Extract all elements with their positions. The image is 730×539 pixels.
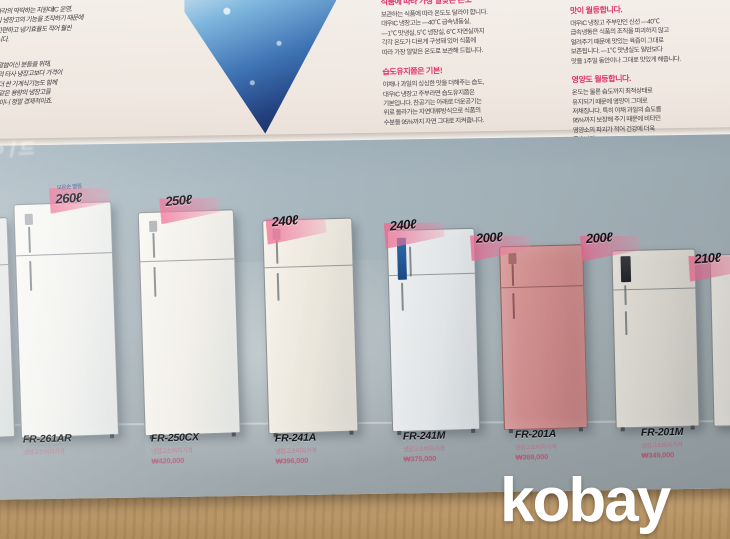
text-column-center: 식품에 따라 가장 알맞은 온도 보관하는 식품에 따라 온도도 달라야 합니다… bbox=[380, 0, 563, 128]
refrigerator-lineup-photo: 모은손 열림 260ℓ 250ℓ 240ℓ 240ℓ 200ℓ bbox=[0, 134, 730, 500]
foot-left bbox=[620, 427, 625, 432]
freezer-handle bbox=[152, 232, 156, 258]
control-panel bbox=[149, 220, 158, 232]
model-name-5: FR-201M bbox=[640, 425, 684, 439]
caption-fr-241a: FR-241A 냉장고소비자가격 ₩396,000 bbox=[275, 432, 317, 466]
foot-right bbox=[349, 430, 354, 435]
model-name-1: FR-250CX bbox=[150, 431, 200, 445]
right-heading-sub: 맛이 월등합니다. bbox=[569, 5, 623, 16]
capacity-value-4: 200ℓ bbox=[475, 229, 503, 246]
foot-right bbox=[690, 425, 695, 430]
freezer-handle bbox=[511, 263, 515, 287]
foot-left bbox=[397, 430, 402, 435]
fridge-partial-left-body bbox=[0, 217, 16, 440]
fridge-partial-left bbox=[0, 217, 16, 440]
fridge-handle bbox=[624, 311, 628, 336]
capacity-value-3: 240ℓ bbox=[389, 216, 417, 234]
fridge-fr-241a-body bbox=[262, 217, 359, 438]
model-spec-5: 냉장고소비자가격 bbox=[641, 442, 683, 450]
foot-right bbox=[109, 434, 115, 439]
capacity-tag-0: 모은손 열림 260ℓ bbox=[52, 182, 83, 207]
model-price-5: ₩349,000 bbox=[641, 450, 675, 460]
fridge-handle bbox=[276, 272, 280, 301]
model-spec-1: 냉장고소비자가격 bbox=[151, 448, 193, 456]
freezer-divider bbox=[264, 264, 353, 269]
capacity-tag-4: 200ℓ bbox=[473, 229, 502, 246]
capacity-value-6: 210ℓ bbox=[693, 249, 722, 267]
model-price-3: ₩375,000 bbox=[403, 453, 437, 464]
capacity-tag-3: 240ℓ bbox=[387, 216, 417, 233]
model-spec-4: 냉장고소비자가격 bbox=[515, 444, 557, 452]
caption-fr-201m: FR-201M 냉장고소비자가격 ₩349,000 bbox=[641, 426, 684, 460]
freezer-handle bbox=[409, 246, 412, 277]
model-name-0: FR-261AR bbox=[22, 432, 72, 446]
model-spec-2: 냉장고소비자가격 bbox=[275, 448, 317, 456]
capacity-value-0: 260ℓ bbox=[54, 189, 83, 207]
fridge-fr-241m-body bbox=[386, 227, 481, 435]
brochure-page: 사각의 딱딱하는 지원대IC 운영, 식 냉장고의 기능을 조작하기 때문에 간… bbox=[0, 0, 730, 500]
fridge-fr-201a-body bbox=[499, 244, 588, 434]
capacity-value-5: 200ℓ bbox=[585, 229, 613, 247]
fridge-fr-261ar bbox=[13, 201, 120, 442]
foot-right bbox=[231, 432, 236, 437]
fridge-fr-201m-body bbox=[611, 248, 700, 432]
foot-left bbox=[508, 429, 513, 434]
fridge-fr-250cx-body bbox=[137, 209, 241, 440]
model-name-3: FR-241M bbox=[402, 429, 446, 443]
kobay-watermark: kobay bbox=[500, 466, 671, 535]
fridge-fr-241m bbox=[386, 227, 481, 435]
freezer-divider bbox=[140, 258, 235, 263]
fridge-fr-201m bbox=[611, 248, 700, 432]
model-price-4: ₩369,000 bbox=[515, 452, 549, 462]
text-column-right: 보관료 2배 맛이 월등합니다. 대우IC 냉장고 주부만인 신선 ―40℃ 급… bbox=[569, 0, 730, 145]
model-name-2: FR-241A bbox=[274, 431, 317, 445]
fridge-fr-250cx bbox=[137, 209, 241, 440]
caption-fr-250cx: FR-250CX 냉장고소비자가격 ₩420,000 bbox=[151, 431, 200, 465]
model-spec-0: 냉장고소비자가격 bbox=[23, 449, 65, 457]
capacity-value-2: 240ℓ bbox=[271, 212, 299, 230]
fridge-partial-right bbox=[709, 253, 730, 427]
model-price-1: ₩420,000 bbox=[151, 455, 185, 466]
page-edge-label: ㅇㅣ드 bbox=[0, 139, 33, 161]
capacity-tag-6: 210ℓ bbox=[692, 250, 721, 267]
foot-right bbox=[578, 427, 583, 432]
freezer-handle bbox=[275, 239, 279, 264]
capacity-tag-5: 200ℓ bbox=[583, 229, 612, 246]
fridge-fr-261ar-body bbox=[13, 201, 120, 442]
foot-right bbox=[471, 428, 476, 433]
fridge-fr-241a bbox=[262, 217, 359, 438]
freezer-divider bbox=[0, 264, 9, 268]
control-panel-dark bbox=[620, 256, 632, 283]
text-column-left: 사각의 딱딱하는 지원대IC 운영, 식 냉장고의 기능을 조작하기 때문에 간… bbox=[0, 1, 179, 108]
model-spec-3: 냉장고소비자가격 bbox=[403, 446, 445, 454]
control-panel bbox=[24, 213, 34, 226]
caption-fr-201a: FR-201A 냉장고소비자가격 ₩369,000 bbox=[515, 428, 557, 462]
caption-fr-241m: FR-241M 냉장고소비자가격 ₩375,000 bbox=[403, 430, 446, 464]
fridge-fr-201a bbox=[499, 244, 588, 434]
freezer-handle bbox=[28, 226, 31, 253]
capacity-value-1: 250ℓ bbox=[164, 191, 193, 209]
model-name-4: FR-201A bbox=[514, 427, 557, 441]
caption-fr-261ar: FR-261AR 냉장고소비자가격 bbox=[23, 432, 72, 457]
capacity-tag-2: 240ℓ bbox=[269, 212, 299, 229]
fridge-handle bbox=[153, 266, 157, 297]
capacity-tag-1: 250ℓ bbox=[163, 192, 193, 209]
control-panel bbox=[508, 252, 517, 265]
fridge-handle bbox=[29, 260, 33, 291]
fridge-handle bbox=[401, 282, 404, 311]
fridge-partial-right-body bbox=[709, 253, 730, 427]
fridge-handle bbox=[512, 292, 516, 320]
model-price-2: ₩396,000 bbox=[275, 455, 309, 466]
